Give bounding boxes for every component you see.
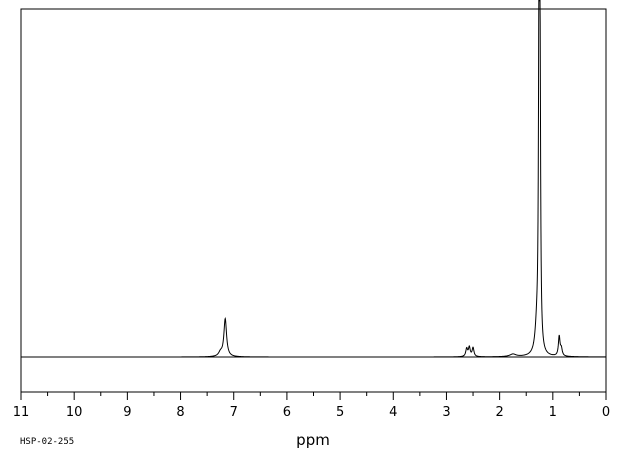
x-tick-label: 1	[549, 405, 557, 420]
x-tick-label: 3	[442, 405, 450, 420]
x-axis-tick-labels: 11 10 9 8 7 6 5 4 3 2 1 0	[13, 405, 610, 420]
x-tick-label: 7	[230, 405, 238, 420]
x-axis-ticks	[20, 392, 607, 400]
x-tick-label: 2	[495, 405, 503, 420]
x-tick-label: 11	[13, 405, 30, 420]
x-tick-label: 6	[283, 405, 291, 420]
x-tick-label: 9	[123, 405, 131, 420]
spectrum-trace	[21, 0, 606, 358]
x-tick-label: 4	[389, 405, 397, 420]
spectrum-code-label: HSP-02-255	[20, 437, 74, 447]
x-tick-label: 10	[66, 405, 83, 420]
x-tick-label: 0	[602, 405, 610, 420]
x-tick-label: 5	[336, 405, 344, 420]
x-axis-title: ppm	[296, 431, 330, 449]
plot-frame	[20, 8, 607, 393]
x-tick-label: 8	[176, 405, 184, 420]
